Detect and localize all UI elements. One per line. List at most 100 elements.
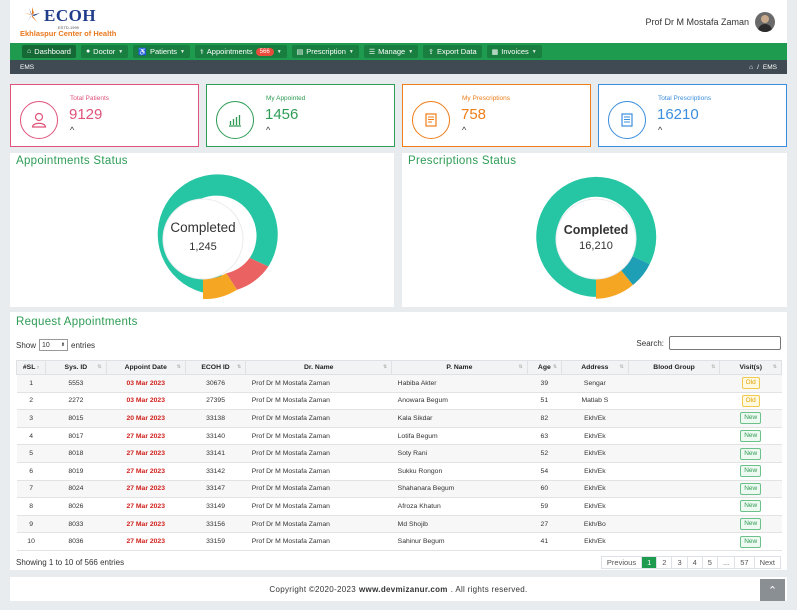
footer-site-link[interactable]: www.devmizanur.com (359, 584, 448, 594)
cell-ecoh-id: 33149 (185, 497, 246, 516)
nav-label: Dashboard (34, 47, 71, 56)
table-info: Showing 1 to 10 of 566 entries (16, 558, 125, 567)
table-row[interactable]: 4 8017 27 Mar 2023 33140 Prof Dr M Mostafa Z… (16, 427, 782, 446)
cell-ecoh-id: 33156 (185, 515, 246, 534)
col-header[interactable]: Visit(s) ⇅ (719, 360, 782, 375)
nav-patients[interactable]: ♿ Patients ▼ (133, 45, 190, 58)
table-row[interactable]: 2 2272 03 Mar 2023 27395 Prof Dr M Mostafa Z… (16, 392, 782, 411)
pagination-previous[interactable]: Previous (606, 558, 637, 567)
cell-sl: 4 (16, 427, 46, 446)
table-header-row: #SL ↑ Sys. ID ⇅ Appoint Date ⇅ ECOH ID ⇅ Dr… (15, 360, 782, 375)
show-label: Show (16, 340, 37, 350)
cell-doctor-name: Prof Dr M Mostafa Zaman (245, 515, 392, 534)
table-row[interactable]: 9 8033 27 Mar 2023 33156 Prof Dr M Mostafa Z… (16, 515, 782, 534)
visit-badge: New (740, 518, 762, 531)
patients-icon: ♿ (138, 48, 147, 56)
panel-title: Appointments Status (16, 155, 128, 167)
cell-sys-id: 8015 (45, 409, 107, 428)
entries-select[interactable]: 10 ⬍ (39, 339, 69, 351)
table-row[interactable]: 3 8015 20 Mar 2023 33138 Prof Dr M Mostafa Z… (16, 409, 782, 428)
cell-appoint-date: 27 Mar 2023 (106, 497, 186, 516)
nav-prescription[interactable]: ▤ Prescription ▼ (291, 45, 359, 58)
cell-visits: New (719, 427, 782, 446)
pagination-page[interactable]: 4 (686, 557, 702, 568)
col-header[interactable]: Address ⇅ (561, 360, 629, 375)
cell-appoint-date: 27 Mar 2023 (106, 427, 186, 446)
table-row[interactable]: 7 8024 27 Mar 2023 33147 Prof Dr M Mostafa Z… (16, 480, 782, 499)
pagination-page[interactable]: 3 (671, 557, 686, 568)
cell-blood-group (628, 532, 720, 551)
donut-segment-pending (596, 269, 633, 299)
pagination-page[interactable]: 5 (701, 557, 717, 568)
table-row[interactable]: 6 8019 27 Mar 2023 33142 Prof Dr M Mostafa Z… (16, 462, 782, 481)
document-icon: ▤ (296, 48, 304, 56)
col-header[interactable]: Sys. ID ⇅ (45, 360, 107, 375)
cell-doctor-name: Prof Dr M Mostafa Zaman (245, 497, 392, 516)
cell-patient-name: Sahinur Begum (391, 532, 528, 551)
sort-icon: ⇅ (237, 364, 242, 370)
table-row[interactable]: 8 8026 27 Mar 2023 33149 Prof Dr M Mostafa Z… (16, 497, 782, 516)
cell-appoint-date: 20 Mar 2023 (106, 409, 186, 428)
sort-icon: ⇅ (518, 364, 523, 370)
sort-icon: ⇅ (619, 364, 624, 370)
cell-age: 54 (527, 462, 562, 481)
brand-name: ECOH (44, 6, 97, 25)
col-header[interactable]: ECOH ID ⇅ (184, 360, 247, 375)
panel-title: Prescriptions Status (408, 155, 517, 167)
cell-sl: 3 (16, 409, 46, 428)
main-nav: ⌂ Dashboard ● Doctor ▼ ♿ Patients ▼ ⚕ Ap… (10, 43, 787, 60)
prescriptions-status-panel: Prescriptions Status Completed 16,210 (402, 153, 787, 307)
pagination-page[interactable]: 2 (656, 557, 671, 568)
nav-invoices[interactable]: ▦ Invoices ▼ (486, 45, 542, 58)
cell-address: Ekh/Ek (561, 462, 629, 481)
chevron-up-icon: ⌃ (767, 584, 778, 597)
pagination-next[interactable]: Next (753, 557, 780, 568)
avatar[interactable] (755, 12, 775, 32)
stat-card-my-appointed[interactable]: My Appointed 1456 ^ (206, 84, 395, 147)
pagination-page[interactable]: 1 (641, 557, 657, 568)
col-header[interactable]: Dr. Name ⇅ (245, 360, 393, 375)
nav-manage[interactable]: ☰ Manage ▼ (363, 45, 419, 58)
col-header[interactable]: Appoint Date ⇅ (105, 360, 186, 375)
cell-age: 82 (527, 409, 562, 428)
table-row[interactable]: 5 8018 27 Mar 2023 33141 Prof Dr M Mostafa Z… (16, 444, 782, 463)
stat-card-total-patients[interactable]: Total Patients 9129 ^ (10, 84, 199, 147)
cell-address: Ekh/Ek (561, 497, 629, 516)
cell-sl: 9 (16, 515, 46, 534)
cell-patient-name: Habiba Akter (391, 374, 528, 393)
col-header[interactable]: Age ⇅ (526, 360, 563, 375)
col-header[interactable]: P. Name ⇅ (391, 360, 528, 375)
appointments-table: #SL ↑ Sys. ID ⇅ Appoint Date ⇅ ECOH ID ⇅ Dr… (15, 360, 782, 551)
cell-ecoh-id: 33147 (185, 480, 246, 499)
user-icon: ● (85, 48, 91, 55)
cell-appoint-date: 03 Mar 2023 (106, 392, 186, 411)
invoice-icon: ▦ (491, 48, 499, 56)
nav-appointments[interactable]: ⚕ Appointments 566 ▼ (195, 45, 287, 58)
nav-dashboard[interactable]: ⌂ Dashboard (22, 45, 76, 58)
stat-card-my-prescriptions[interactable]: My Prescriptions 758 ^ (402, 84, 591, 147)
nav-doctor[interactable]: ● Doctor ▼ (80, 45, 129, 58)
logo-star-icon (24, 7, 40, 22)
col-header[interactable]: Blood Group ⇅ (627, 360, 721, 375)
pagination-page[interactable]: 57 (734, 557, 753, 568)
cell-age: 51 (527, 392, 562, 411)
breadcrumb: EMS ⌂ / EMS (10, 60, 787, 74)
table-row[interactable]: 1 5553 03 Mar 2023 30676 Prof Dr M Mostafa Z… (16, 374, 782, 393)
nav-export-data[interactable]: ⇪ Export Data (423, 45, 482, 58)
chevron-up-icon: ^ (70, 125, 75, 135)
cell-sl: 8 (16, 497, 46, 516)
footer: Copyright ©2020-2023 www.devmizanur.com … (10, 577, 787, 601)
user-name: Prof Dr M Mostafa Zaman (645, 17, 749, 27)
cell-doctor-name: Prof Dr M Mostafa Zaman (245, 374, 392, 393)
col-header[interactable]: #SL ↑ (15, 360, 47, 375)
scroll-to-top-button[interactable]: ⌃ (760, 579, 785, 601)
stat-card-total-prescriptions[interactable]: Total Prescriptions 16210 ^ (598, 84, 787, 147)
sort-icon: ↑ (35, 365, 40, 371)
table-row[interactable]: 10 8036 27 Mar 2023 33159 Prof Dr M Mostafa … (16, 532, 782, 551)
cell-visits: Old (719, 374, 782, 393)
home-icon[interactable]: ⌂ (749, 63, 754, 71)
cell-ecoh-id: 27395 (185, 392, 246, 411)
cell-address: Ekh/Ek (561, 480, 629, 499)
user-menu[interactable]: Prof Dr M Mostafa Zaman (645, 12, 775, 32)
search-input[interactable] (669, 336, 781, 350)
